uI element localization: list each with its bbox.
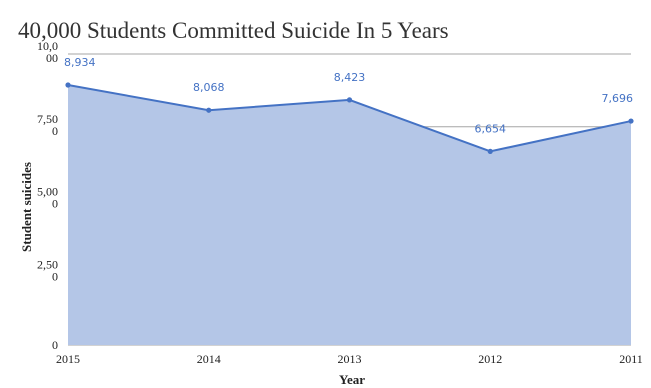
- data-label: 8,423: [334, 71, 366, 84]
- series-area: [68, 85, 631, 345]
- y-tick-label: 2,50 0: [37, 257, 58, 283]
- data-point: [487, 148, 493, 154]
- data-points: [65, 82, 634, 154]
- data-point: [65, 82, 71, 88]
- y-tick-label: 0: [52, 338, 58, 352]
- data-point: [628, 118, 634, 124]
- data-point: [206, 107, 212, 113]
- x-tick-label: 2013: [338, 352, 362, 366]
- chart-title: 40,000 Students Committed Suicide In 5 Y…: [18, 18, 449, 43]
- data-point: [346, 97, 353, 103]
- x-tick-label: 2011: [619, 352, 643, 366]
- y-axis-ticks: 0 2,50 0 5,00 0 7,50 0 10,0 00: [37, 39, 58, 352]
- y-tick-label: 5,00 0: [37, 185, 58, 211]
- data-label: 6,654: [475, 122, 507, 135]
- y-axis-title: Student suicides: [19, 162, 34, 252]
- x-axis-title: Year: [339, 372, 365, 387]
- x-tick-label: 2014: [197, 352, 221, 366]
- data-label: 8,934: [64, 56, 96, 69]
- x-tick-label: 2015: [56, 352, 80, 366]
- y-tick-label: 10,0 00: [37, 39, 58, 65]
- data-labels: 8,934 8,068 8,423 6,654 7,696: [64, 56, 633, 135]
- data-label: 8,068: [193, 81, 225, 94]
- x-axis-ticks: 2015 2014 2013 2012 2011: [56, 352, 643, 366]
- data-label: 7,696: [602, 92, 634, 105]
- y-tick-label: 7,50 0: [37, 112, 58, 138]
- x-tick-label: 2012: [478, 352, 502, 366]
